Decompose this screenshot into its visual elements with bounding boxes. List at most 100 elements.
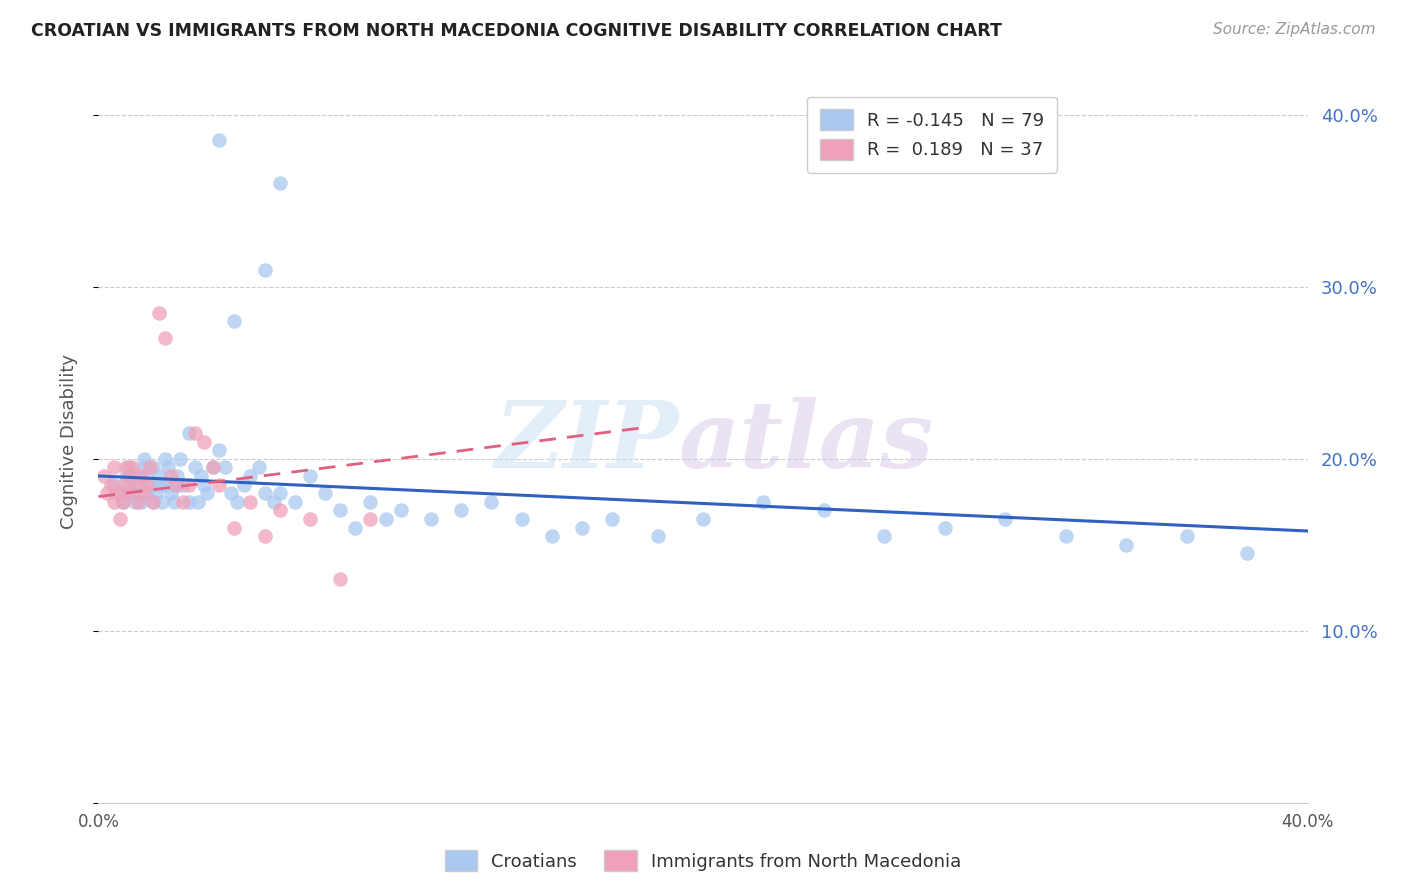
Point xyxy=(105,486,128,500)
Point xyxy=(103,494,125,508)
Point xyxy=(132,486,155,500)
Point xyxy=(118,460,141,475)
Point xyxy=(224,314,246,328)
Point xyxy=(813,503,835,517)
Point xyxy=(269,503,291,517)
Point xyxy=(142,460,165,475)
Point xyxy=(193,477,215,491)
Point xyxy=(1115,538,1137,552)
Point xyxy=(166,469,188,483)
Point xyxy=(172,494,194,508)
Point xyxy=(139,460,162,475)
Point xyxy=(160,469,183,483)
Point xyxy=(647,529,669,543)
Point xyxy=(184,425,207,440)
Point xyxy=(299,469,322,483)
Point xyxy=(190,469,212,483)
Point xyxy=(299,512,322,526)
Point xyxy=(221,486,243,500)
Point xyxy=(153,331,176,345)
Point xyxy=(135,469,157,483)
Point xyxy=(329,503,352,517)
Point xyxy=(202,460,225,475)
Point xyxy=(329,572,352,586)
Point xyxy=(114,460,136,475)
Point xyxy=(540,529,562,543)
Point xyxy=(179,494,201,508)
Point xyxy=(142,494,165,508)
Point xyxy=(160,486,183,500)
Point xyxy=(135,486,157,500)
Point xyxy=(148,477,170,491)
Point xyxy=(127,494,149,508)
Point xyxy=(163,477,186,491)
Point xyxy=(156,460,179,475)
Point xyxy=(208,477,231,491)
Point xyxy=(374,512,396,526)
Point xyxy=(129,494,152,508)
Point xyxy=(172,477,194,491)
Point xyxy=(124,469,146,483)
Point xyxy=(208,133,231,147)
Point xyxy=(114,469,136,483)
Legend: Croatians, Immigrants from North Macedonia: Croatians, Immigrants from North Macedon… xyxy=(437,843,969,879)
Point xyxy=(214,460,236,475)
Point xyxy=(247,460,270,475)
Point xyxy=(179,425,201,440)
Point xyxy=(93,469,115,483)
Point xyxy=(420,512,443,526)
Point xyxy=(226,494,249,508)
Point xyxy=(602,512,624,526)
Point xyxy=(344,520,367,534)
Point xyxy=(111,494,134,508)
Point xyxy=(239,494,262,508)
Point xyxy=(121,486,143,500)
Point xyxy=(224,520,246,534)
Point xyxy=(135,477,157,491)
Point xyxy=(202,460,225,475)
Point xyxy=(148,469,170,483)
Point xyxy=(163,494,186,508)
Point xyxy=(121,460,143,475)
Point xyxy=(103,477,125,491)
Point xyxy=(208,443,231,458)
Point xyxy=(139,477,162,491)
Point xyxy=(692,512,714,526)
Legend: R = -0.145   N = 79, R =  0.189   N = 37: R = -0.145 N = 79, R = 0.189 N = 37 xyxy=(807,96,1057,172)
Point xyxy=(360,494,382,508)
Point xyxy=(169,451,191,466)
Point xyxy=(148,305,170,319)
Point xyxy=(195,486,218,500)
Point xyxy=(360,512,382,526)
Point xyxy=(389,503,412,517)
Point xyxy=(132,451,155,466)
Point xyxy=(253,486,276,500)
Point xyxy=(129,469,152,483)
Point xyxy=(269,486,291,500)
Point xyxy=(184,460,207,475)
Text: Source: ZipAtlas.com: Source: ZipAtlas.com xyxy=(1212,22,1375,37)
Point xyxy=(269,177,291,191)
Point xyxy=(994,512,1017,526)
Point xyxy=(187,494,209,508)
Point xyxy=(118,477,141,491)
Point xyxy=(752,494,775,508)
Point xyxy=(510,512,533,526)
Point xyxy=(232,477,254,491)
Point xyxy=(142,494,165,508)
Text: ZIP: ZIP xyxy=(495,397,679,486)
Point xyxy=(571,520,593,534)
Point xyxy=(239,469,262,483)
Point xyxy=(96,486,118,500)
Point xyxy=(124,494,146,508)
Point xyxy=(127,477,149,491)
Point xyxy=(166,477,188,491)
Y-axis label: Cognitive Disability: Cognitive Disability xyxy=(59,354,77,529)
Point xyxy=(100,477,122,491)
Point xyxy=(150,494,173,508)
Point xyxy=(103,460,125,475)
Point xyxy=(118,469,141,483)
Point xyxy=(934,520,956,534)
Point xyxy=(108,486,131,500)
Point xyxy=(145,486,167,500)
